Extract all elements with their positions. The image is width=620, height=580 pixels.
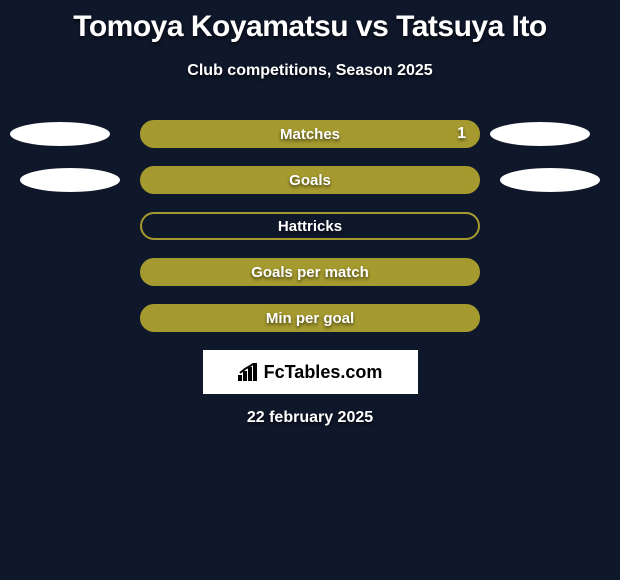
stat-row: Hattricks: [0, 212, 620, 240]
stat-label: Min per goal: [266, 310, 354, 327]
stat-row: Matches 1: [0, 120, 620, 148]
page-title: Tomoya Koyamatsu vs Tatsuya Ito: [0, 0, 620, 44]
stat-label: Goals per match: [251, 264, 369, 281]
stat-row: Min per goal: [0, 304, 620, 332]
stat-rows: Matches 1 Goals Hattricks Goals per match Min…: [0, 120, 620, 332]
left-pill: [10, 122, 110, 146]
logo-box: FcTables.com: [203, 350, 418, 394]
stat-row: Goals per match: [0, 258, 620, 286]
logo: FcTables.com: [238, 362, 383, 383]
logo-text: FcTables.com: [264, 362, 383, 383]
chart-icon: [238, 363, 260, 381]
stat-bar: Goals per match: [140, 258, 480, 286]
stat-label: Hattricks: [278, 218, 342, 235]
stat-bar: Min per goal: [140, 304, 480, 332]
stat-bar: Hattricks: [140, 212, 480, 240]
right-pill: [500, 168, 600, 192]
stat-value: 1: [457, 125, 466, 143]
left-pill: [20, 168, 120, 192]
subtitle: Club competitions, Season 2025: [0, 62, 620, 80]
stat-label: Goals: [289, 172, 331, 189]
stat-label: Matches: [280, 126, 340, 143]
stat-row: Goals: [0, 166, 620, 194]
right-pill: [490, 122, 590, 146]
date: 22 february 2025: [0, 409, 620, 427]
stat-bar: Matches 1: [140, 120, 480, 148]
stat-bar: Goals: [140, 166, 480, 194]
